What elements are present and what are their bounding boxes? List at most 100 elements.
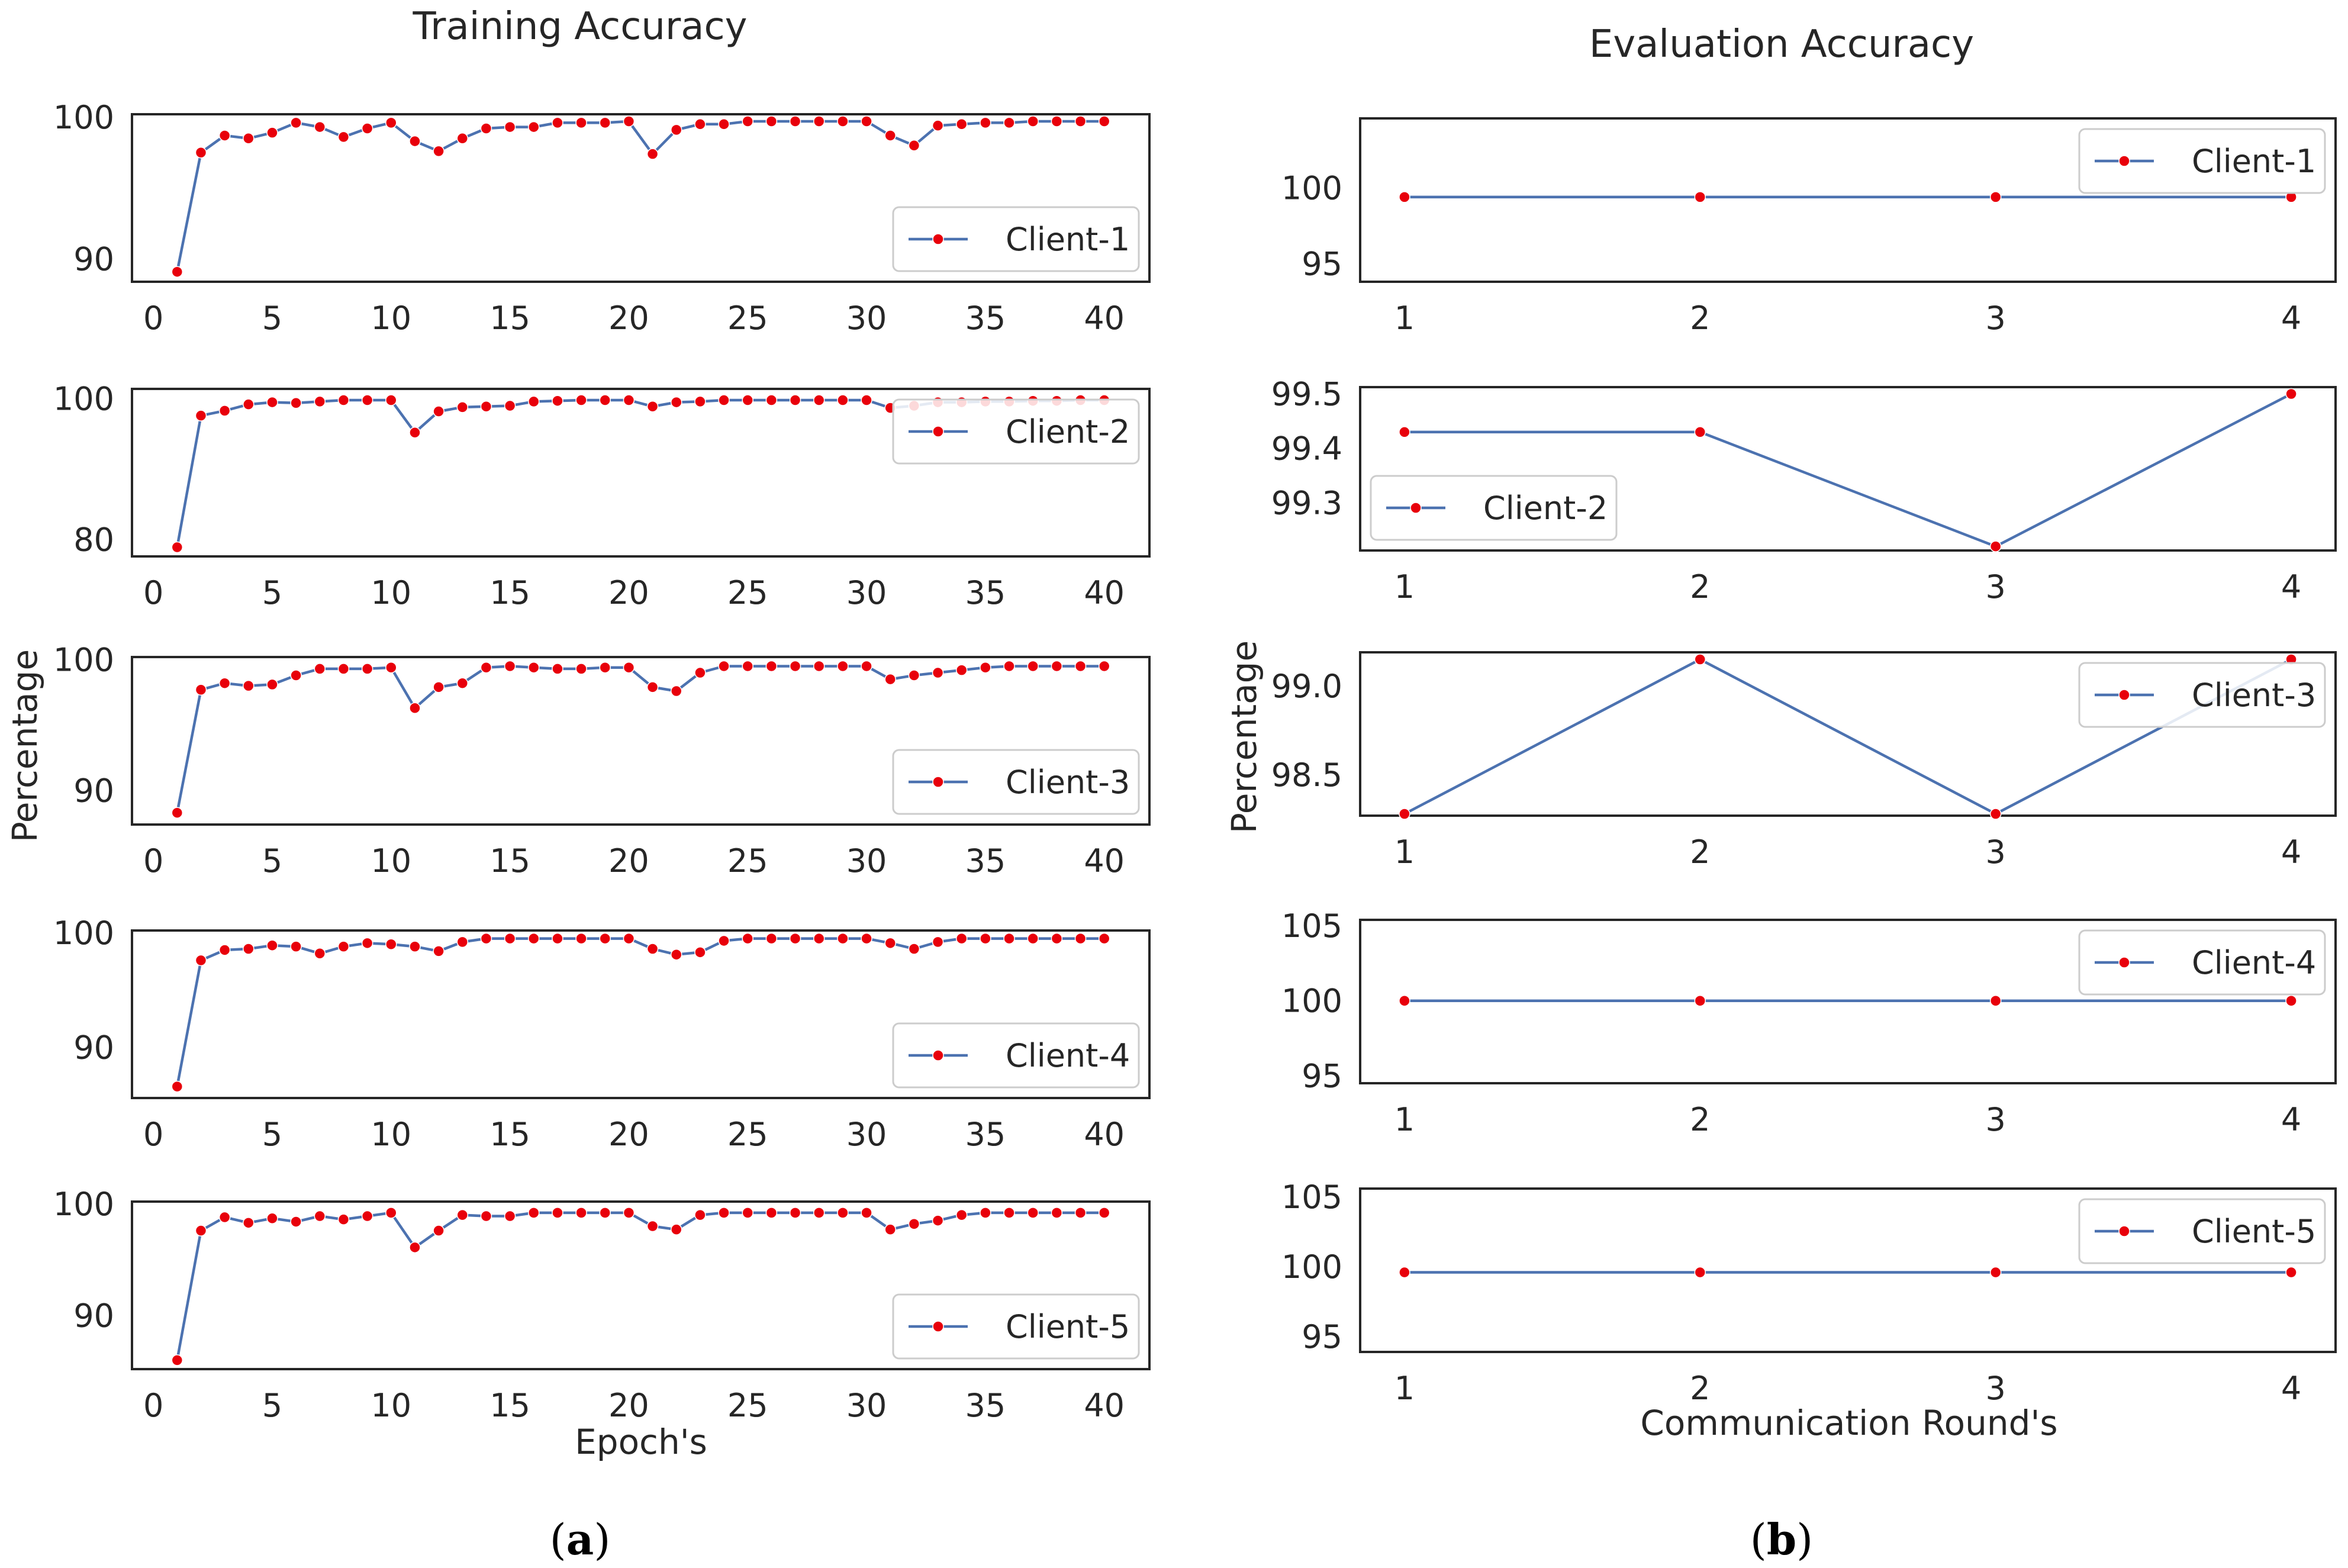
data-point (623, 932, 635, 945)
data-point (646, 681, 659, 693)
x-tick-label: 1 (1394, 568, 1415, 606)
x-tick-label: 2 (1690, 300, 1710, 337)
legend-label: Client-5 (1006, 1308, 1130, 1345)
x-tick-label: 2 (1690, 1101, 1710, 1138)
data-point (742, 932, 753, 945)
panel-a-title: Training Accuracy (412, 5, 747, 49)
x-tick-label: 20 (608, 1116, 649, 1153)
data-point (599, 932, 611, 945)
y-tick-label: 100 (1281, 170, 1342, 207)
data-point (575, 663, 587, 675)
data-point (171, 1080, 183, 1093)
data-point (884, 130, 896, 141)
legend: Client-4 (892, 1022, 1140, 1089)
data-point (528, 121, 540, 133)
data-point (1027, 660, 1039, 672)
x-tick-label: 15 (489, 300, 530, 337)
x-tick-label: 1 (1394, 833, 1415, 871)
data-point (528, 395, 540, 408)
svg-text:(b): (b) (1750, 1514, 1814, 1564)
legend-label: Client-4 (2192, 944, 2316, 981)
data-point (789, 394, 801, 406)
data-point (1694, 994, 1706, 1007)
legend-marker-swatch (932, 1321, 944, 1332)
legend-box (2078, 662, 2326, 728)
data-point (409, 702, 421, 714)
data-point (218, 130, 231, 141)
data-point (599, 661, 611, 674)
panel-b-caption-close: ) (1796, 1515, 1813, 1564)
data-point (694, 667, 706, 679)
data-point (718, 1207, 730, 1219)
data-point (599, 117, 611, 129)
subplot-client-1: 1 2 3 4 95 100 Client-1 (1281, 117, 2337, 337)
x-tick-label: 40 (1084, 574, 1125, 611)
data-point (742, 394, 753, 406)
x-tick-label: 35 (965, 842, 1006, 880)
data-point (337, 941, 350, 952)
x-tick-label: 30 (846, 1387, 887, 1424)
subplot-client-3: 1 2 3 4 98.5 99.0 Client-3 (1271, 651, 2337, 871)
data-point (385, 938, 397, 951)
data-point (409, 426, 421, 439)
x-tick-label: 40 (1084, 1387, 1125, 1424)
data-point (218, 944, 231, 956)
subplot-client-1: 0 5 10 15 20 25 30 35 40 90 100 Client-1 (53, 99, 1151, 337)
legend-marker-swatch (2118, 689, 2130, 701)
legend-label: Client-1 (1006, 221, 1130, 258)
data-point (765, 1207, 778, 1219)
data-point (765, 394, 778, 406)
data-point (884, 937, 896, 949)
x-tick-label: 0 (143, 842, 163, 880)
legend: Client-5 (892, 1293, 1140, 1360)
data-point (980, 932, 991, 945)
panel-b-caption: (b) (1750, 1514, 1814, 1564)
data-point (433, 945, 445, 957)
data-point (789, 1207, 801, 1219)
y-tick-label: 100 (53, 99, 114, 136)
legend-label: Client-3 (1006, 764, 1130, 801)
data-point (837, 660, 849, 672)
panel-b-evaluation-accuracy: Evaluation Accuracy Percentage Communica… (1224, 22, 2337, 1443)
x-tick-label: 35 (965, 574, 1006, 611)
subplot-client-5: 0 5 10 15 20 25 30 35 40 90 100 Client-5 (53, 1186, 1151, 1424)
data-point (861, 394, 872, 406)
data-point (623, 1207, 635, 1219)
y-tick-label: 95 (1302, 245, 1342, 282)
data-point (361, 394, 373, 406)
y-tick-label: 100 (53, 641, 114, 678)
data-point (314, 395, 326, 408)
data-point (1074, 660, 1087, 672)
data-point (599, 394, 611, 406)
x-tick-label: 35 (965, 300, 1006, 337)
x-tick-label: 1 (1394, 1370, 1415, 1407)
data-point (480, 123, 492, 134)
data-point (290, 941, 302, 952)
data-point (813, 660, 825, 672)
legend-box (892, 398, 1140, 465)
axes-frame (131, 656, 1151, 826)
data-point (694, 1209, 706, 1221)
legend-box (892, 1293, 1140, 1360)
y-tick-label: 100 (1281, 983, 1342, 1020)
x-tick-label: 5 (262, 1387, 282, 1424)
data-point (980, 1207, 991, 1219)
data-point (1003, 117, 1015, 129)
data-point (623, 115, 635, 127)
data-point (1989, 1266, 2002, 1279)
data-point (504, 660, 516, 672)
data-point (742, 660, 753, 672)
x-tick-label: 3 (1986, 833, 2006, 871)
data-point (980, 661, 991, 674)
panel-a-training-accuracy: Training Accuracy Percentage Epoch's 0 5 1… (5, 5, 1151, 1462)
x-tick-label: 3 (1986, 568, 2006, 606)
data-point (1098, 932, 1110, 945)
x-tick-label: 4 (2281, 568, 2301, 606)
data-point (670, 396, 682, 408)
panel-b-caption-open: ( (1750, 1515, 1767, 1564)
x-tick-label: 0 (143, 1116, 163, 1153)
x-tick-label: 4 (2281, 300, 2301, 337)
data-point (385, 1207, 397, 1219)
